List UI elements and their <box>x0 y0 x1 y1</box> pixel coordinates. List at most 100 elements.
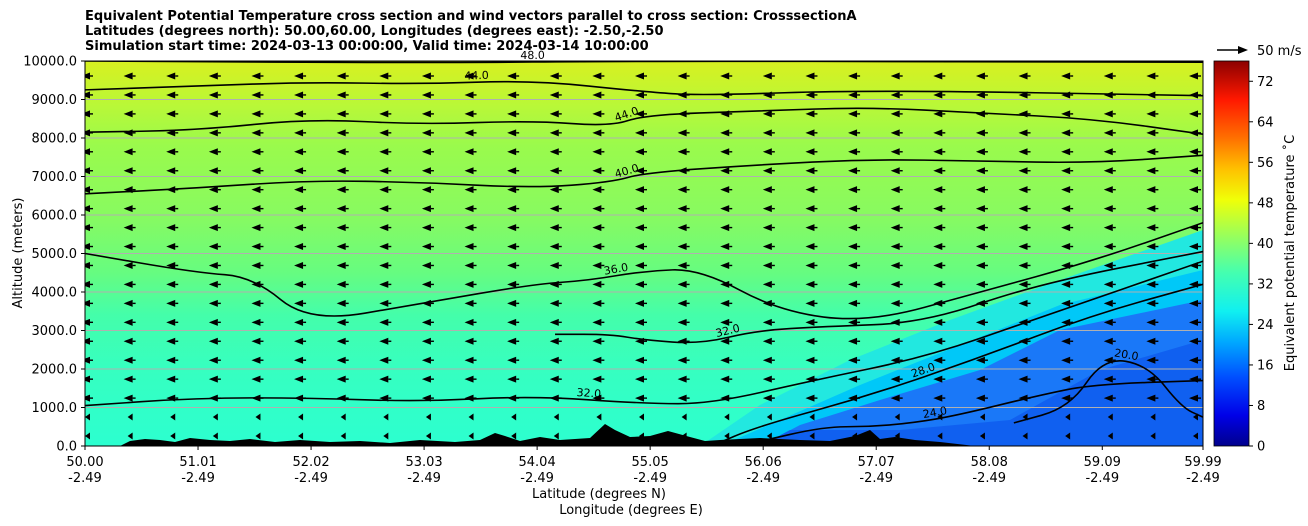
wind-vector <box>766 432 772 440</box>
wind-vector <box>1103 243 1113 251</box>
wind-vector <box>251 205 261 213</box>
wind-vector <box>1146 129 1156 137</box>
wind-vector <box>805 205 815 213</box>
y-tick-label: 3000.0 <box>32 324 78 339</box>
wind-vector <box>635 375 644 383</box>
wind-vector <box>553 432 559 440</box>
wind-vector <box>379 110 389 118</box>
wind-vector <box>1061 375 1071 383</box>
wind-vector <box>208 375 218 383</box>
wind-vector <box>1018 299 1028 307</box>
wind-vector <box>294 72 304 80</box>
wind-vector <box>848 261 858 269</box>
wind-vector <box>123 337 133 345</box>
wind-vector <box>975 337 985 345</box>
colorbar-tick-label: 56 <box>1257 156 1274 171</box>
wind-vector <box>166 148 176 156</box>
x-tick-label-lat: 51.01 <box>179 455 216 470</box>
x-axis-label-latitude: Latitude (degrees N) <box>532 487 666 502</box>
wind-vector <box>1103 224 1113 232</box>
wind-vector <box>208 129 218 137</box>
wind-vector <box>340 413 346 421</box>
wind-vector <box>890 224 900 232</box>
wind-vector <box>1103 129 1113 137</box>
wind-vector <box>933 224 943 232</box>
wind-vector <box>592 356 602 364</box>
wind-vector <box>677 261 687 269</box>
wind-vector <box>208 205 218 213</box>
wind-vector <box>421 186 431 194</box>
wind-vector <box>762 299 772 307</box>
wind-vector <box>1146 72 1156 80</box>
quiver-key-arrowhead <box>1238 46 1248 54</box>
wind-vector <box>1150 432 1156 440</box>
wind-vector <box>848 186 858 194</box>
wind-vector <box>294 205 304 213</box>
wind-vector <box>85 375 90 383</box>
x-tick-label-lat: 52.02 <box>292 455 329 470</box>
wind-vector <box>724 413 730 421</box>
contour-label: 24.0 <box>922 404 948 421</box>
wind-vector <box>166 337 176 345</box>
contour-label: 40.0 <box>613 161 640 180</box>
wind-vector <box>975 394 985 402</box>
wind-vector <box>251 148 261 156</box>
wind-vector <box>166 91 176 99</box>
wind-vector <box>890 356 900 364</box>
wind-vector <box>507 280 517 288</box>
wind-vector <box>975 356 985 364</box>
colorbar-tick-label: 32 <box>1257 277 1274 292</box>
wind-vector <box>85 394 90 402</box>
x-tick-label-lon: -2.49 <box>1186 471 1220 486</box>
wind-vector <box>890 129 900 137</box>
wind-vector <box>294 337 304 345</box>
wind-vector <box>166 186 176 194</box>
wind-vector <box>294 167 304 175</box>
wind-vector <box>208 91 218 99</box>
contour-label: 32.0 <box>714 322 741 340</box>
wind-vector <box>677 167 687 175</box>
wind-vector <box>379 205 389 213</box>
wind-vector <box>336 91 346 99</box>
x-tick-label-lat: 53.03 <box>405 455 442 470</box>
wind-vector <box>336 205 346 213</box>
wind-vector <box>1103 110 1113 118</box>
wind-vector <box>1150 413 1156 421</box>
wind-vector <box>975 129 985 137</box>
wind-vector <box>123 110 133 118</box>
wind-vector <box>1146 148 1156 156</box>
wind-vector <box>677 224 687 232</box>
wind-vector <box>421 299 431 307</box>
wind-vector <box>251 261 261 269</box>
wind-vector <box>677 129 687 137</box>
wind-vector <box>123 186 133 194</box>
wind-vector <box>805 337 815 345</box>
x-tick-label-lon: -2.49 <box>68 471 102 486</box>
y-tick-label: 2000.0 <box>32 363 78 378</box>
x-tick-label-lon: -2.49 <box>859 471 893 486</box>
wind-vector <box>592 205 602 213</box>
wind-vector <box>379 91 389 99</box>
wind-vector <box>1146 394 1156 402</box>
x-tick-label-lon: -2.49 <box>746 471 780 486</box>
wind-vector <box>123 91 133 99</box>
x-tick-label-lat: 58.08 <box>971 455 1008 470</box>
wind-vector <box>1061 243 1071 251</box>
wind-vector <box>336 394 346 402</box>
wind-vector <box>1061 318 1071 326</box>
wind-vector <box>677 375 687 383</box>
wind-vector <box>421 129 431 137</box>
wind-vector <box>681 432 687 440</box>
wind-vector <box>720 243 730 251</box>
wind-vector <box>294 261 304 269</box>
wind-vector <box>1103 337 1113 345</box>
wind-vector <box>933 243 943 251</box>
wind-vector <box>383 413 389 421</box>
wind-vector <box>85 91 90 99</box>
wind-vector <box>464 375 474 383</box>
wind-vector <box>1189 243 1198 251</box>
wind-vector <box>85 167 90 175</box>
wind-vector <box>507 375 517 383</box>
wind-vector <box>720 72 730 80</box>
x-tick-label-lat: 59.99 <box>1184 455 1221 470</box>
